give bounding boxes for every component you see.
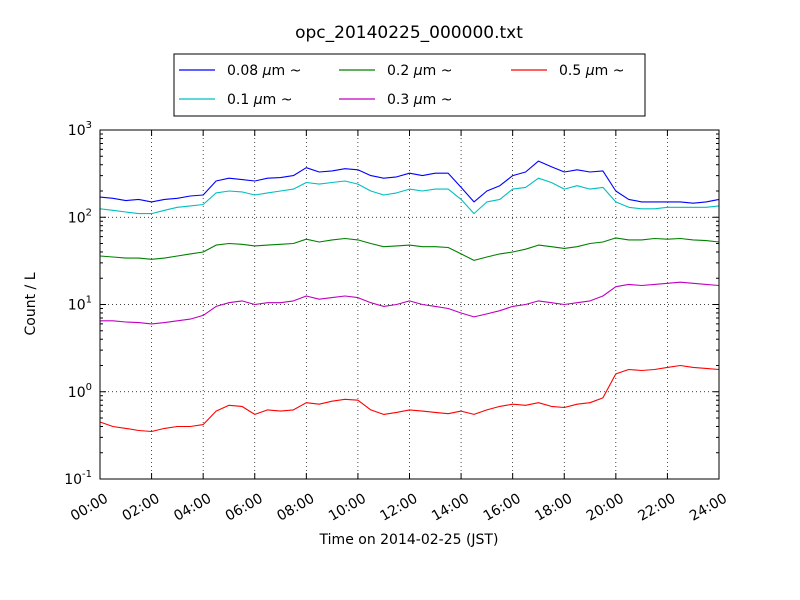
series-line-3: [100, 281, 720, 325]
y-axis-ticks: 10-1 100 101 102 103: [64, 120, 719, 488]
y-axis-label: Count / L: [23, 272, 39, 335]
plot-area: [100, 130, 719, 479]
series-line-2: [99, 237, 720, 261]
legend-label: 0.08 μm ~: [227, 63, 301, 79]
legend-label: 0.1 μm ~: [227, 92, 292, 108]
legend: 0.08 μm ~ 0.1 μm ~ 0.2 μm ~ 0.3 μm ~ 0.5 μm …: [173, 53, 646, 117]
y-tick-label: 10-1: [64, 469, 92, 488]
x-axis-label: Time on 2014-02-25 (JST): [319, 532, 499, 548]
series-line-4: [99, 364, 720, 433]
legend-label: 0.5 μm ~: [559, 63, 624, 79]
y-tick-label: 102: [68, 207, 92, 226]
series-line-1: [99, 177, 720, 215]
chart-title: opc_20140225_000000.txt: [295, 23, 523, 43]
series-lines: [99, 160, 720, 433]
series-line-0: [99, 160, 720, 204]
legend-label: 0.2 μm ~: [387, 63, 452, 79]
y-tick-label: 101: [68, 295, 92, 314]
legend-frame: [173, 53, 646, 117]
y-tick-label: 103: [68, 120, 92, 139]
legend-label: 0.3 μm ~: [387, 92, 452, 108]
y-tick-label: 100: [68, 382, 92, 401]
